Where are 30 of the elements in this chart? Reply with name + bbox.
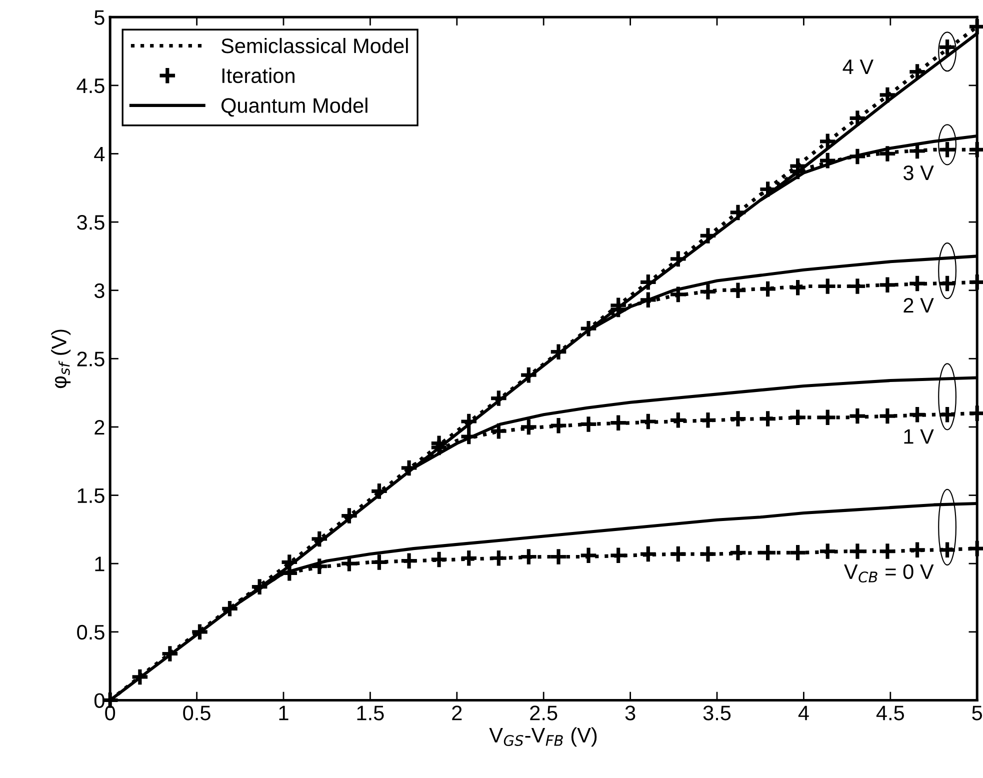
- x-tick-label: 3: [625, 706, 636, 720]
- y-axis-title: φ$_{sf}$ (V): [51, 330, 71, 388]
- y-tick-label: 0.5: [77, 624, 104, 640]
- x-tick-label: 1.5: [357, 706, 384, 720]
- legend-label: Semiclassical Model: [221, 38, 408, 54]
- y-tick-label: 1.5: [78, 488, 104, 504]
- y-tick-label: 5: [94, 10, 104, 25]
- annotation: 2 V: [904, 298, 934, 313]
- annotation: V$_{CB}$ = 0 V: [844, 564, 934, 582]
- legend-label: Quantum Model: [222, 98, 368, 117]
- x-tick-label: 1: [279, 706, 288, 720]
- y-tick-label: 3: [94, 283, 104, 298]
- annotation: 3 V: [903, 165, 934, 180]
- x-tick-label: 5: [972, 706, 982, 720]
- x-tick-label: 4.5: [876, 706, 904, 720]
- x-tick-label: 3.5: [703, 706, 731, 720]
- x-tick-label: 0.5: [183, 706, 210, 720]
- y-tick-label: 2.5: [77, 352, 104, 366]
- annotation: 1 V: [904, 429, 934, 444]
- y-tick-label: 1: [95, 556, 104, 572]
- x-tick-label: 2: [452, 706, 462, 720]
- y-tick-label: 2: [94, 420, 104, 435]
- y-tick-label: 4: [94, 146, 105, 162]
- y-tick-label: 3.5: [77, 215, 104, 230]
- x-axis-title: V$_{GS}$-V$_{FB}$ (V): [489, 727, 597, 747]
- annotation: 4 V: [842, 60, 874, 74]
- x-tick-label: 4: [798, 706, 809, 720]
- legend-label: Iteration: [222, 68, 294, 84]
- x-tick-label: 2.5: [530, 706, 558, 720]
- y-tick-label: 4.5: [76, 78, 104, 94]
